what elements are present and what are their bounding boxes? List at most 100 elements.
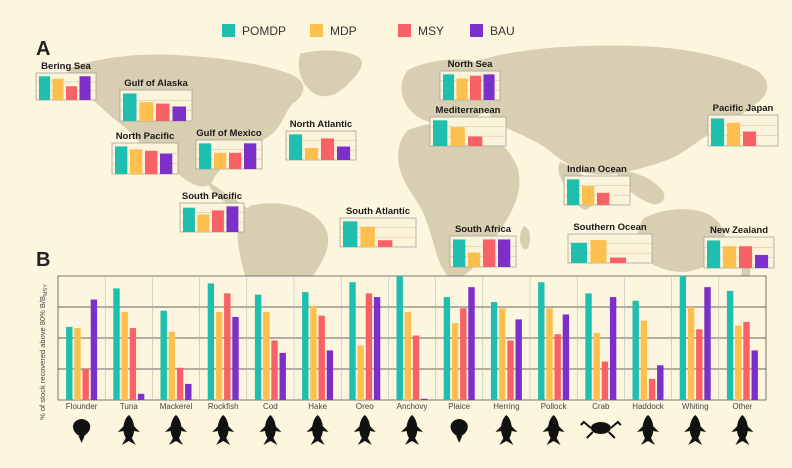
x-tick-plaice: Plaice <box>448 402 470 411</box>
region-north-pacific: North Pacific <box>111 131 179 175</box>
silhouette-hake-icon <box>306 415 329 445</box>
region-new-zealand: New Zealand <box>703 225 775 269</box>
silhouette-cod-icon <box>259 415 282 445</box>
region-bar-north-atlantic-pomdp <box>289 134 303 160</box>
bar-oreo-mdp <box>357 345 364 400</box>
bar-haddock-bau <box>657 365 664 400</box>
region-bar-south-africa-pomdp <box>453 239 466 267</box>
region-bar-north-sea-msy <box>470 75 482 100</box>
bar-anchovy-msy <box>412 335 420 400</box>
region-bar-southern-ocean-pomdp <box>571 242 587 263</box>
bar-cod-pomdp <box>254 294 262 400</box>
bar-other-bau <box>751 350 758 400</box>
bar-flounder-bau <box>90 299 98 400</box>
region-bar-indian-ocean-msy <box>597 192 610 205</box>
region-mediterranean: Mediterranean <box>429 105 507 147</box>
panel-a-letter: A <box>36 38 50 60</box>
x-tick-anchovy: Anchovy <box>397 402 428 411</box>
legend-label-bau: BAU <box>490 24 515 38</box>
bar-pollock-msy <box>554 334 561 400</box>
y-axis-label-main: % of stock recovered above 80% B/B <box>38 296 47 420</box>
region-bar-gulf-of-mexico-msy <box>229 152 242 169</box>
x-tick-tuna: Tuna <box>120 402 138 411</box>
silhouette-plaice-icon <box>450 419 468 443</box>
silhouette-pollock-icon <box>542 415 565 445</box>
region-bar-south-atlantic-pomdp <box>343 221 358 247</box>
silhouette-mackerel-icon <box>165 415 187 445</box>
x-tick-haddock: Haddock <box>632 402 665 411</box>
region-bar-pacific-japan-msy <box>743 131 757 146</box>
bar-herring-mdp <box>499 308 506 400</box>
bar-hake-mdp <box>310 305 317 400</box>
bar-haddock-pomdp <box>632 300 639 400</box>
bar-mackerel-pomdp <box>160 310 167 400</box>
region-south-atlantic: South Atlantic <box>339 206 417 248</box>
region-bar-new-zealand-msy <box>739 246 753 268</box>
legend-swatch-mdp <box>310 24 323 37</box>
region-bar-pacific-japan-pomdp <box>711 118 725 146</box>
region-title-bering-sea: Bering Sea <box>41 61 91 72</box>
bar-cod-bau <box>279 352 286 400</box>
bar-crab-mdp <box>593 333 600 400</box>
bar-tuna-msy <box>129 328 137 400</box>
silhouette-anchovy-icon <box>401 415 423 445</box>
region-bar-bering-sea-bau <box>79 76 91 100</box>
region-bar-gulf-of-mexico-bau <box>244 143 257 169</box>
region-indian-ocean: Indian Ocean <box>563 164 631 206</box>
bar-mackerel-bau <box>185 383 192 400</box>
x-tick-oreo: Oreo <box>356 402 374 411</box>
region-bar-north-sea-pomdp <box>443 74 455 100</box>
bar-flounder-mdp <box>74 328 81 400</box>
legend-label-mdp: MDP <box>330 24 357 38</box>
legend-swatch-pomdp <box>222 24 235 37</box>
x-tick-flounder: Flounder <box>66 402 98 411</box>
legend-label-msy: MSY <box>418 24 444 38</box>
region-south-africa: South Africa <box>449 224 517 268</box>
region-bar-indian-ocean-mdp <box>582 186 595 205</box>
region-bar-north-atlantic-msy <box>321 138 335 160</box>
region-bar-north-pacific-msy <box>145 150 158 174</box>
bar-mackerel-msy <box>176 367 184 400</box>
bar-crab-pomdp <box>585 293 592 400</box>
region-north-sea: North Sea <box>439 59 501 101</box>
x-tick-pollock: Pollock <box>541 402 568 411</box>
region-title-indian-ocean: Indian Ocean <box>567 164 627 175</box>
bar-oreo-pomdp <box>349 282 356 400</box>
region-bar-south-africa-msy <box>483 239 496 267</box>
bar-cod-msy <box>271 340 278 400</box>
bar-anchovy-mdp <box>404 311 412 400</box>
region-title-north-pacific: North Pacific <box>116 131 175 142</box>
region-bar-gulf-of-alaska-bau <box>172 106 187 121</box>
bar-rockfish-msy <box>224 293 231 400</box>
species-silhouettes <box>72 415 754 445</box>
region-title-mediterranean: Mediterranean <box>436 105 501 116</box>
region-gulf-of-mexico: Gulf of Mexico <box>195 128 263 170</box>
region-bar-bering-sea-msy <box>66 86 78 100</box>
species-bar-chart: Flounder Tuna Mackerel Rockfish Cod Hake Oreo A… <box>57 275 767 411</box>
region-bar-north-sea-bau <box>483 74 495 100</box>
region-bering-sea: Bering Sea <box>35 61 97 101</box>
region-bar-indian-ocean-pomdp <box>567 179 580 205</box>
bar-crab-bau <box>609 297 617 400</box>
region-bar-new-zealand-bau <box>755 254 769 268</box>
region-gulf-of-alaska: Gulf of Alaska <box>119 78 193 122</box>
bar-oreo-msy <box>365 293 373 400</box>
bar-anchovy-bau <box>421 398 428 400</box>
region-bar-north-pacific-bau <box>160 153 173 174</box>
region-bar-south-africa-bau <box>498 239 511 267</box>
bar-flounder-msy <box>82 369 89 400</box>
australia-shape <box>637 209 726 272</box>
region-title-north-atlantic: North Atlantic <box>290 119 352 130</box>
bar-pollock-bau <box>562 314 570 400</box>
region-title-south-africa: South Africa <box>455 224 512 235</box>
region-title-gulf-of-alaska: Gulf of Alaska <box>124 78 188 89</box>
bar-whiting-bau <box>704 287 711 400</box>
legend: POMDP MDP MSY BAU <box>222 24 515 38</box>
bar-plaice-pomdp <box>443 297 451 400</box>
x-tick-herring: Herring <box>493 402 519 411</box>
bar-haddock-msy <box>648 378 656 400</box>
region-bar-southern-ocean-msy <box>610 257 626 263</box>
region-mini-charts: Bering Sea Gulf of Alaska North Pacific Gul… <box>35 59 779 269</box>
silhouette-haddock-icon <box>637 415 659 445</box>
bar-other-pomdp <box>726 290 734 400</box>
